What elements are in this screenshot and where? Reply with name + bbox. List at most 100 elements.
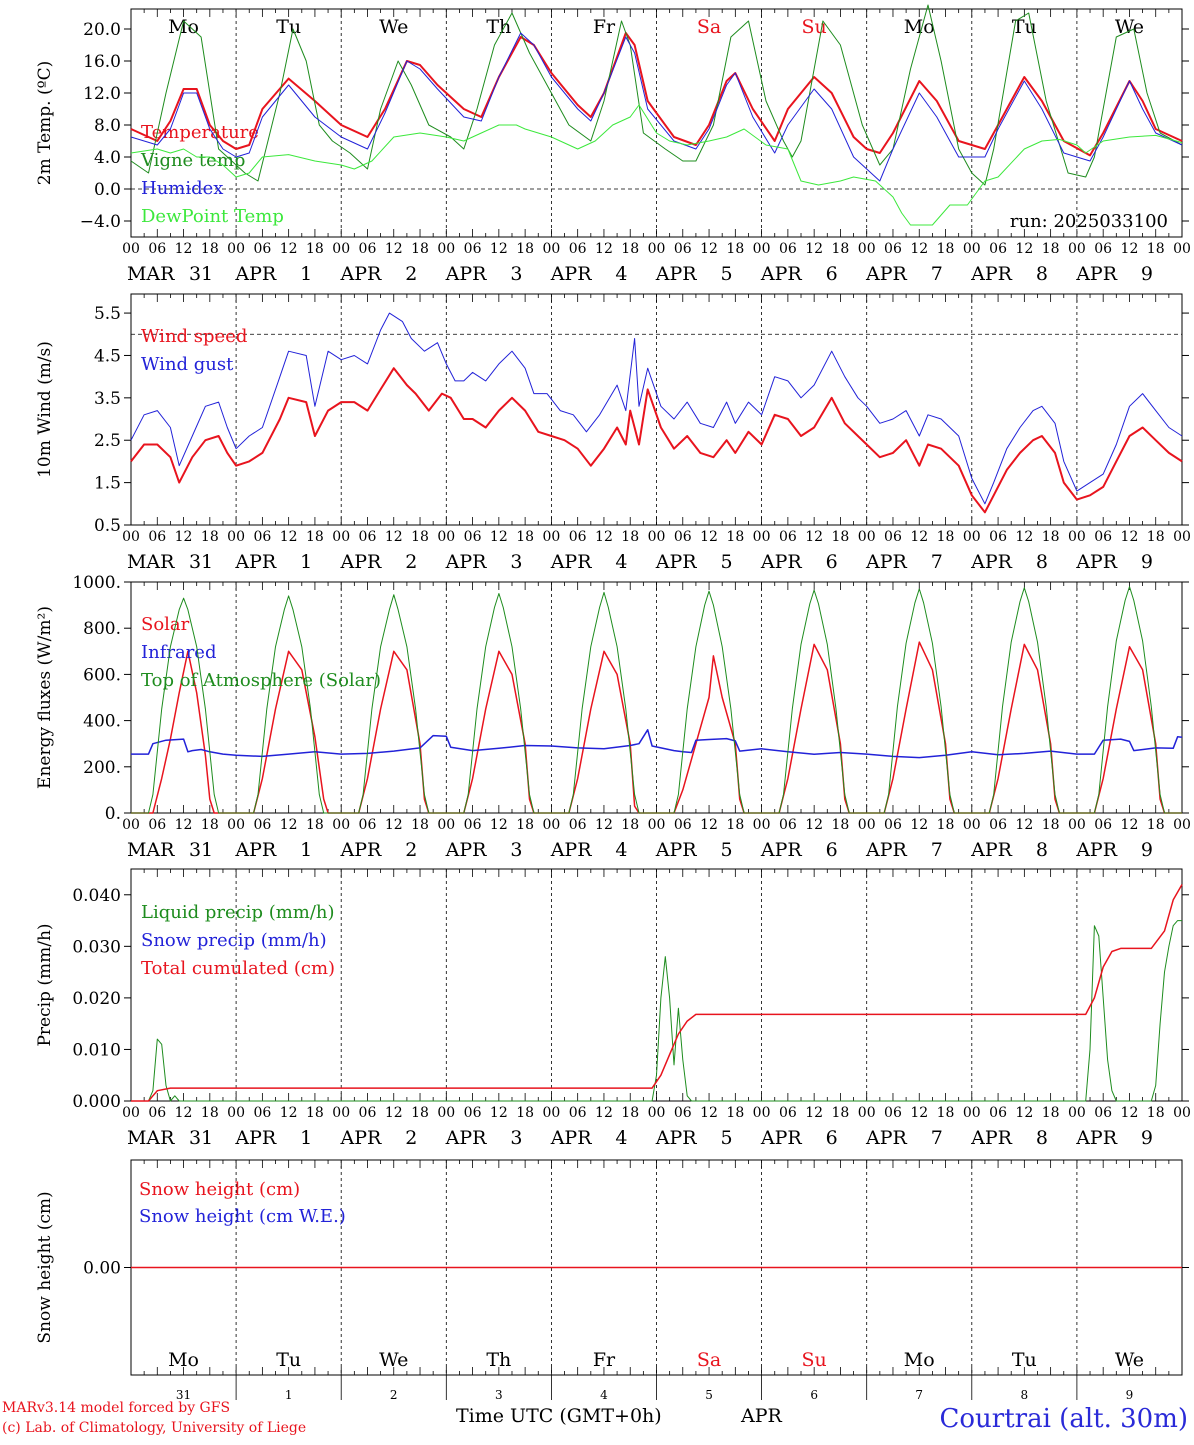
bottom-day-name: We	[379, 1349, 408, 1371]
bottom-day-number: 7	[915, 1388, 923, 1402]
precip-hour-label: 12	[1015, 1105, 1033, 1121]
temp-hour-label: 00	[437, 241, 455, 257]
precip-hour-label: 12	[1121, 1105, 1139, 1121]
energy-hour-label: 12	[700, 817, 718, 833]
temp-date-month: APR	[655, 263, 698, 285]
temp-hour-label: 12	[1121, 241, 1139, 257]
energy-date-day: 2	[405, 839, 417, 861]
wind-date-month: APR	[655, 551, 698, 573]
wind-hour-label: 18	[832, 529, 850, 545]
precip-date-day: 3	[510, 1127, 522, 1149]
energy-date-day: 8	[1036, 839, 1048, 861]
model-credit: MARv3.14 model forced by GFS	[2, 1400, 231, 1416]
temp-legend-entry: Humidex	[141, 178, 223, 199]
wind-date-month: APR	[865, 551, 908, 573]
bottom-day-name: Th	[486, 1349, 511, 1371]
energy-hour-label: 00	[437, 817, 455, 833]
energy-ytick-label: 600.	[83, 665, 121, 685]
precip-hour-label: 00	[1173, 1105, 1191, 1121]
wind-hour-label: 18	[201, 529, 219, 545]
wind-date-month: APR	[760, 551, 803, 573]
temp-series-vigne-temp	[130, 4, 1183, 186]
precip-hour-label: 12	[175, 1105, 193, 1121]
energy-hour-label: 00	[122, 817, 140, 833]
wind-date-day: 6	[826, 551, 838, 573]
energy-hour-label: 18	[306, 817, 324, 833]
precip-legend-entry: Snow precip (mm/h)	[141, 930, 327, 951]
energy-date-day: 1	[300, 839, 312, 861]
wind-ytick-label: 2.5	[94, 431, 121, 451]
precip-hour-label: 12	[280, 1105, 298, 1121]
energy-hour-label: 06	[884, 817, 902, 833]
wind-hour-label: 00	[332, 529, 350, 545]
temp-hour-label: 18	[1147, 241, 1165, 257]
energy-hour-label: 00	[1173, 817, 1191, 833]
energy-ytick-label: 400.	[83, 712, 121, 732]
wind-date-month: APR	[234, 551, 277, 573]
wind-date-day: 9	[1141, 551, 1153, 573]
precip-hour-label: 12	[910, 1105, 928, 1121]
precip-series-liquid-precip-mm-h	[131, 920, 1182, 1102]
bottom-day-name: Mo	[168, 1349, 199, 1371]
temp-hour-label: 12	[175, 241, 193, 257]
wind-hour-label: 12	[1015, 529, 1033, 545]
precip-date-day: 5	[721, 1127, 733, 1149]
precip-hour-label: 06	[674, 1105, 692, 1121]
temp-date-day: 31	[189, 263, 213, 285]
wind-ytick-label: 5.5	[94, 304, 121, 324]
energy-hour-label: 00	[648, 817, 666, 833]
energy-hour-label: 12	[910, 817, 928, 833]
temp-date-day: 2	[405, 263, 417, 285]
temp-hour-label: 18	[411, 241, 429, 257]
precip-ytick-label: 0.040	[72, 886, 121, 906]
energy-hour-label: 18	[516, 817, 534, 833]
precip-ylabel: Precip (mm/h)	[35, 923, 55, 1046]
wind-hour-label: 12	[1121, 529, 1139, 545]
wind-date-day: 1	[300, 551, 312, 573]
energy-hour-label: 00	[963, 817, 981, 833]
bottom-day-name: We	[1115, 1349, 1144, 1371]
wind-hour-label: 18	[411, 529, 429, 545]
temp-hour-label: 00	[1068, 241, 1086, 257]
temp-date-month: MAR	[127, 263, 175, 285]
temp-date-day: 9	[1141, 263, 1153, 285]
temp-date-day: 6	[826, 263, 838, 285]
precip-date-day: 8	[1036, 1127, 1048, 1149]
wind-hour-label: 06	[884, 529, 902, 545]
temp-date-month: APR	[550, 263, 593, 285]
wind-hour-label: 06	[674, 529, 692, 545]
energy-date-month: APR	[550, 839, 593, 861]
wind-hour-label: 06	[253, 529, 271, 545]
precip-hour-label: 18	[306, 1105, 324, 1121]
energy-hour-label: 00	[1068, 817, 1086, 833]
precip-hour-label: 06	[148, 1105, 166, 1121]
energy-hour-label: 18	[621, 817, 639, 833]
precip-ytick-label: 0.030	[72, 937, 121, 957]
temp-day-name: We	[379, 16, 408, 38]
energy-series-top-of-atmosphere-solar	[131, 586, 1182, 814]
precip-hour-label: 00	[332, 1105, 350, 1121]
precip-date-month: APR	[234, 1127, 277, 1149]
energy-hour-label: 18	[201, 817, 219, 833]
energy-hour-label: 18	[937, 817, 955, 833]
temp-date-day: 3	[510, 263, 522, 285]
temp-run-annotation: run: 2025033100	[1010, 211, 1168, 232]
energy-ylabel: Energy fluxes (W/m²)	[35, 606, 55, 789]
energy-hour-label: 18	[1147, 817, 1165, 833]
bottom-day-name: Sa	[697, 1349, 721, 1371]
temp-hour-label: 00	[122, 241, 140, 257]
bottom-day-number: 2	[390, 1388, 398, 1402]
temp-hour-label: 06	[1094, 241, 1112, 257]
snow-panel-day-labels: Mo 31 Tu 1 We 2 Th 3 Fr 4 Sa 5 Su 6 Mo 7 Tu 8 We 9	[168, 1349, 1144, 1402]
precip-ytick-label: 0.020	[72, 989, 121, 1009]
precip-hour-label: 06	[359, 1105, 377, 1121]
energy-ytick-label: 800.	[83, 619, 121, 639]
wind-hour-label: 18	[1147, 529, 1165, 545]
temp-day-name: Su	[802, 16, 827, 38]
energy-ytick-label: 200.	[83, 758, 121, 778]
temp-ytick-label: 12.0	[83, 84, 121, 104]
energy-hour-label: 18	[1042, 817, 1060, 833]
precip-hour-label: 18	[516, 1105, 534, 1121]
wind-hour-label: 00	[227, 529, 245, 545]
